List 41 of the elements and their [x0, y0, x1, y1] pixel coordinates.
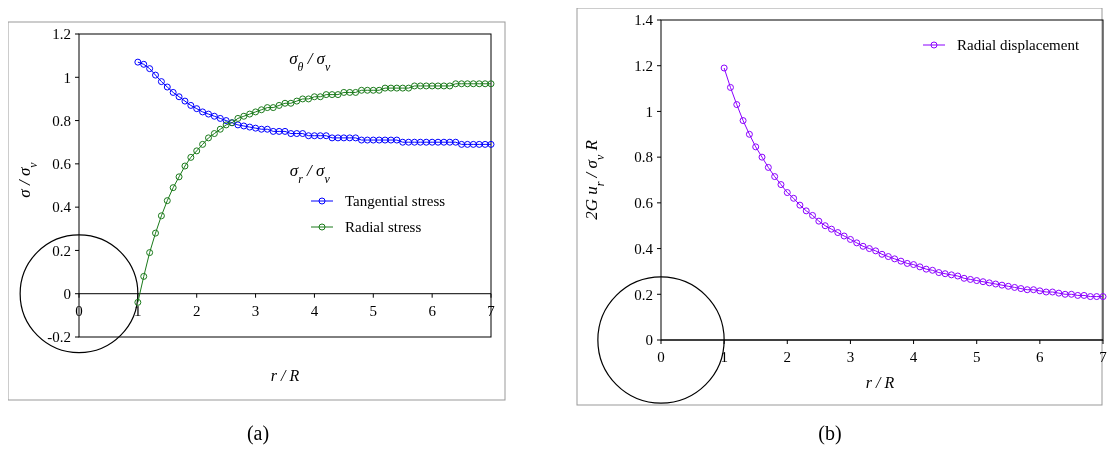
legend-label: Tangential stress	[345, 193, 446, 210]
y-tick-label: 0.2	[634, 286, 653, 303]
x-tick-label: 6	[1036, 349, 1045, 365]
x-tick-label: 0	[657, 349, 665, 365]
x-tick-label: 1	[720, 349, 728, 365]
text: (a)	[246, 422, 270, 445]
legend-label: Radial displacement	[957, 37, 1080, 54]
y-tick-label: 1	[645, 103, 653, 120]
x-tick-label: 4	[909, 349, 918, 365]
y-tick-label: 0.4	[634, 240, 654, 257]
x-tick-label: 5	[369, 302, 378, 319]
x-tick-label: 3	[251, 302, 260, 319]
x-tick-label: 1	[134, 302, 142, 319]
annotation: σ$_{θ}$ / σ$_{v}$	[289, 49, 331, 75]
y-tick-label: 0.4	[52, 199, 72, 216]
x-tick-label: 0	[75, 302, 83, 319]
y-tick-label: 0.2	[52, 242, 71, 259]
x-tick-label: 3	[846, 349, 855, 365]
y-tick-label: 1.2	[634, 57, 653, 74]
y-tick-label: 1.4	[634, 12, 654, 29]
annotation: σ$_{r}$ / σ$_{v}$	[289, 161, 331, 187]
x-axis-title: r / R	[865, 374, 895, 391]
y-tick-label: 0.6	[634, 195, 654, 212]
x-tick-label: 2	[192, 302, 201, 319]
legend-label: Radial stress	[345, 219, 422, 236]
x-axis-title: r / R	[270, 367, 300, 384]
y-tick-label: 0.6	[52, 156, 72, 173]
x-tick-label: 6	[428, 302, 437, 319]
text: (b)	[818, 422, 842, 445]
y-tick-label: 0	[645, 332, 653, 349]
y-tick-label: 1	[63, 69, 71, 86]
y-tick-label: -0.2	[47, 329, 71, 346]
y-tick-label: 0.8	[52, 112, 71, 129]
x-tick-label: 2	[783, 349, 792, 365]
x-tick-label: 4	[310, 302, 319, 319]
y-tick-label: 0	[63, 285, 71, 302]
x-tick-label: 5	[972, 349, 981, 365]
y-tick-label: 0.8	[634, 149, 653, 166]
x-tick-label: 7	[487, 302, 496, 319]
x-tick-label: 7	[1099, 349, 1108, 365]
y-tick-label: 1.2	[52, 26, 71, 43]
